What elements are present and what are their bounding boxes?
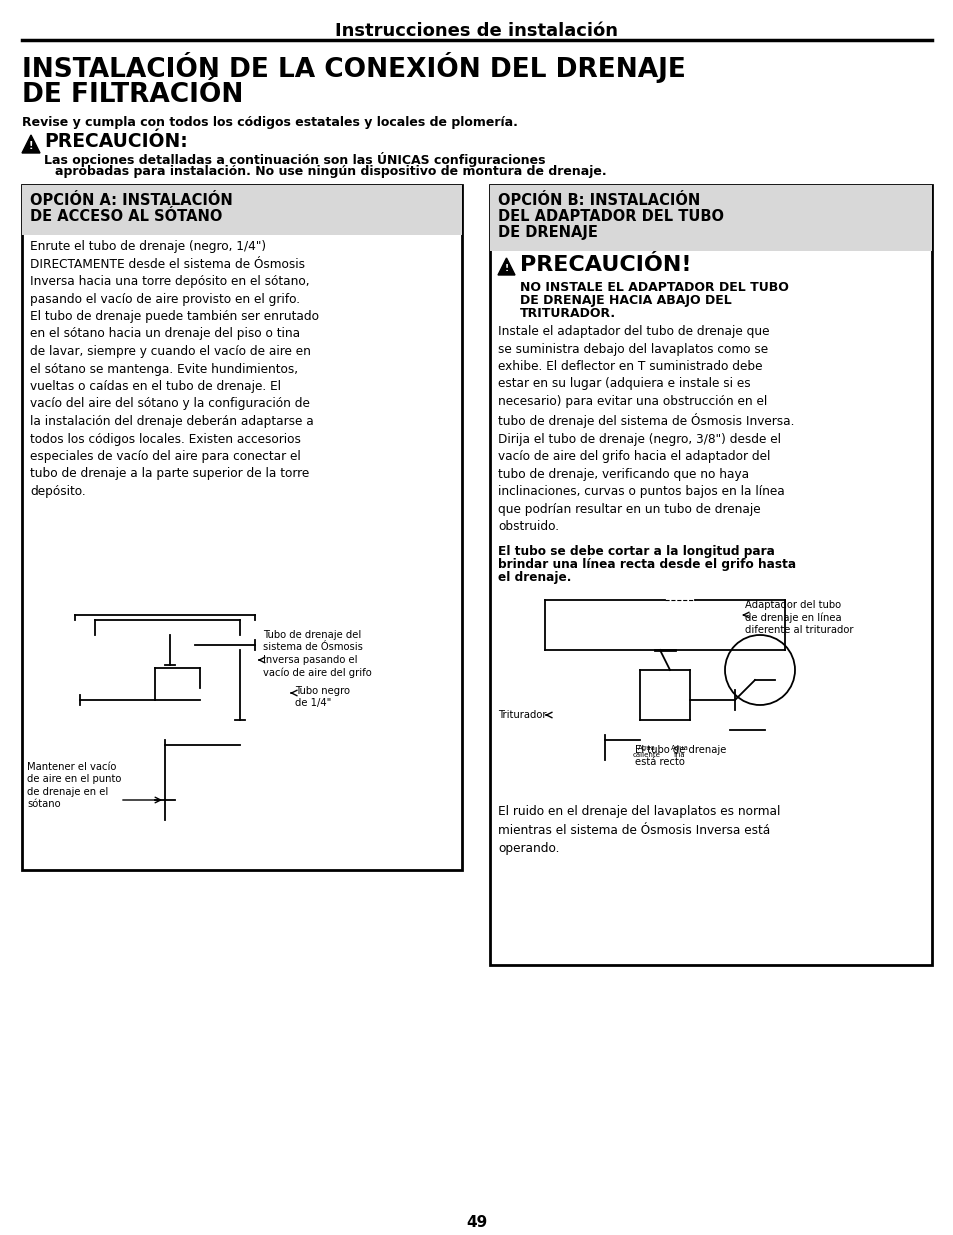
Text: Tubo de drenaje del
sistema de Ósmosis
Inversa pasando el
vacío de aire del grif: Tubo de drenaje del sistema de Ósmosis I… <box>263 630 372 678</box>
Text: Instrucciones de instalación: Instrucciones de instalación <box>335 22 618 40</box>
Text: Tubo negro
de 1/4": Tubo negro de 1/4" <box>294 685 350 709</box>
Bar <box>490 185 931 251</box>
Text: DE DRENAJE HACIA ABAJO DEL: DE DRENAJE HACIA ABAJO DEL <box>519 294 731 308</box>
Text: brindar una línea recta desde el grifo hasta: brindar una línea recta desde el grifo h… <box>497 558 796 571</box>
Text: Agua
caliente: Agua caliente <box>633 745 660 758</box>
Text: NO INSTALE EL ADAPTADOR DEL TUBO: NO INSTALE EL ADAPTADOR DEL TUBO <box>519 282 788 294</box>
Text: Mantener el vacío
de aire en el punto
de drenaje en el
sótano: Mantener el vacío de aire en el punto de… <box>27 762 121 809</box>
Text: el drenaje.: el drenaje. <box>497 571 571 584</box>
Bar <box>22 185 461 869</box>
Text: Revise y cumpla con todos los códigos estatales y locales de plomería.: Revise y cumpla con todos los códigos es… <box>22 116 517 128</box>
Text: TRITURADOR.: TRITURADOR. <box>519 308 616 320</box>
Text: Triturador: Triturador <box>497 710 546 720</box>
Text: OPCIÓN B: INSTALACIÓN: OPCIÓN B: INSTALACIÓN <box>497 193 700 207</box>
Text: Enrute el tubo de drenaje (negro, 1/4")
DIRECTAMENTE desde el sistema de Ósmosis: Enrute el tubo de drenaje (negro, 1/4") … <box>30 240 318 498</box>
Text: aprobadas para instalación. No use ningún dispositivo de montura de drenaje.: aprobadas para instalación. No use ningú… <box>55 165 606 178</box>
Text: El tubo de drenaje
está recto: El tubo de drenaje está recto <box>635 745 725 767</box>
Text: OPCIÓN A: INSTALACIÓN: OPCIÓN A: INSTALACIÓN <box>30 193 233 207</box>
Text: DEL ADAPTADOR DEL TUBO: DEL ADAPTADOR DEL TUBO <box>497 209 723 224</box>
Polygon shape <box>497 258 515 275</box>
Text: !: ! <box>29 141 33 151</box>
Text: DE ACCESO AL SÓTANO: DE ACCESO AL SÓTANO <box>30 209 222 224</box>
Bar <box>490 185 931 965</box>
Text: Instale el adaptador del tubo de drenaje que
se suministra debajo del lavaplatos: Instale el adaptador del tubo de drenaje… <box>497 325 794 534</box>
Polygon shape <box>22 135 40 153</box>
Text: Las opciones detalladas a continuación son las ÚNICAS configuraciones: Las opciones detalladas a continuación s… <box>44 152 545 167</box>
Text: !: ! <box>504 264 508 273</box>
Text: PRECAUCIÓN!: PRECAUCIÓN! <box>519 254 691 275</box>
Text: El ruido en el drenaje del lavaplatos es normal
mientras el sistema de Ósmosis I: El ruido en el drenaje del lavaplatos es… <box>497 805 780 855</box>
Text: El tubo se debe cortar a la longitud para: El tubo se debe cortar a la longitud par… <box>497 545 774 558</box>
Text: Adaptador del tubo
de drenaje en línea
diferente al triturador: Adaptador del tubo de drenaje en línea d… <box>744 600 853 636</box>
Text: 49: 49 <box>466 1215 487 1230</box>
Text: PRECAUCIÓN:: PRECAUCIÓN: <box>44 132 188 151</box>
Text: DE DRENAJE: DE DRENAJE <box>497 225 598 240</box>
Text: Agua
fría: Agua fría <box>670 745 688 758</box>
Text: DE FILTRACIÓN: DE FILTRACIÓN <box>22 82 243 107</box>
Text: INSTALACIÓN DE LA CONEXIÓN DEL DRENAJE: INSTALACIÓN DE LA CONEXIÓN DEL DRENAJE <box>22 52 685 83</box>
Bar <box>22 185 461 235</box>
